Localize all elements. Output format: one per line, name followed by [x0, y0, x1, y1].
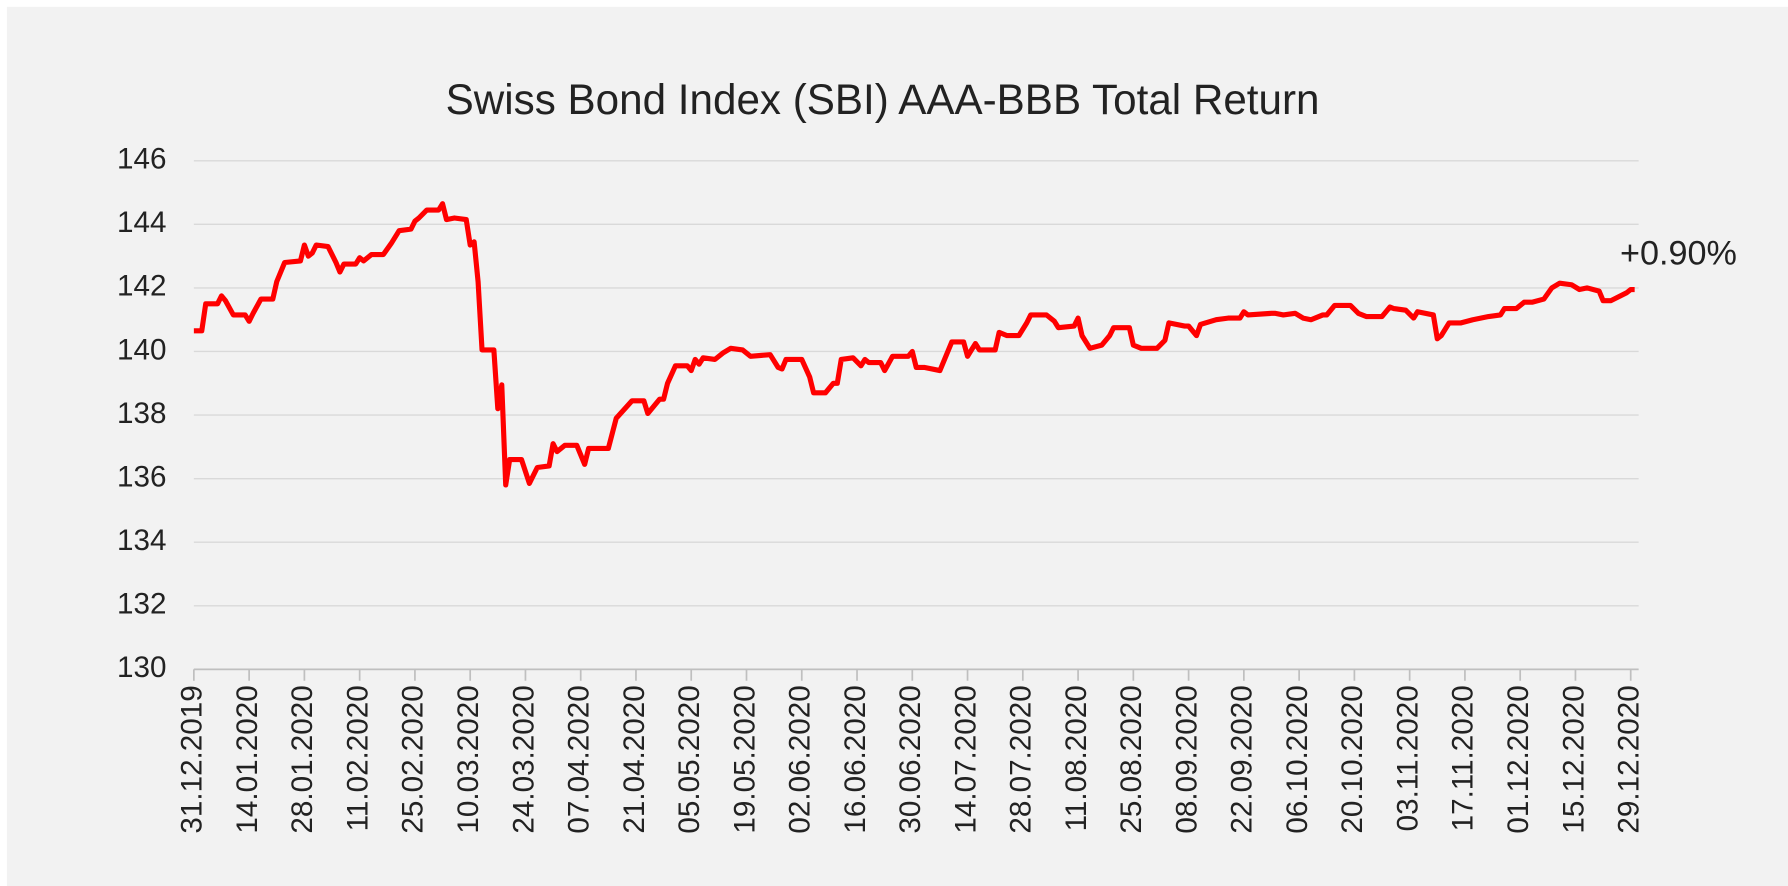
x-tick-label: 24.03.2020	[507, 685, 540, 833]
x-tick-label: 28.01.2020	[286, 685, 319, 833]
x-tick-label: 17.11.2020	[1447, 685, 1480, 831]
x-tick-label: 15.12.2020	[1557, 685, 1590, 833]
x-tick-label: 10.03.2020	[452, 685, 485, 833]
x-tick-label: 25.08.2020	[1115, 685, 1148, 833]
x-tick-label: 22.09.2020	[1226, 685, 1259, 833]
x-tick-label: 30.06.2020	[894, 685, 927, 833]
y-tick-label: 140	[117, 333, 166, 366]
y-tick-label: 138	[117, 397, 166, 430]
x-tick-label: 31.12.2019	[176, 685, 209, 833]
x-tick-label: 02.06.2020	[784, 685, 817, 833]
y-tick-label: 132	[117, 588, 166, 621]
x-tick-label: 29.12.2020	[1613, 685, 1646, 833]
y-tick-label: 142	[117, 270, 166, 303]
annotation: +0.90%	[1620, 234, 1737, 272]
y-tick-label: 136	[117, 460, 166, 493]
y-tick-label: 144	[117, 206, 166, 239]
x-tick-label: 11.08.2020	[1060, 685, 1093, 831]
x-tick-label: 16.06.2020	[839, 685, 872, 833]
x-tick-label: 14.01.2020	[231, 685, 264, 833]
x-tick-label: 07.04.2020	[563, 685, 596, 833]
x-tick-label: 19.05.2020	[728, 685, 761, 833]
x-tick-label: 06.10.2020	[1281, 685, 1314, 833]
x-tick-label: 14.07.2020	[949, 685, 982, 833]
x-tick-label: 08.09.2020	[1170, 685, 1203, 833]
y-tick-label: 134	[117, 524, 166, 557]
chart-title: Swiss Bond Index (SBI) AAA-BBB Total Ret…	[446, 76, 1320, 123]
x-tick-label: 11.02.2020	[341, 685, 374, 831]
x-tick-label: 21.04.2020	[618, 685, 651, 833]
x-tick-label: 01.12.2020	[1502, 685, 1535, 833]
line-series	[193, 201, 1635, 488]
x-tick-label: 20.10.2020	[1336, 685, 1369, 833]
x-tick-label: 25.02.2020	[397, 685, 430, 833]
x-tick-label: 03.11.2020	[1391, 685, 1424, 831]
x-tick-label: 28.07.2020	[1005, 685, 1038, 833]
chart-background	[6, 6, 1788, 886]
y-tick-label: 130	[117, 651, 166, 684]
x-tick-label: 05.05.2020	[673, 685, 706, 833]
y-tick-label: 146	[117, 143, 166, 176]
